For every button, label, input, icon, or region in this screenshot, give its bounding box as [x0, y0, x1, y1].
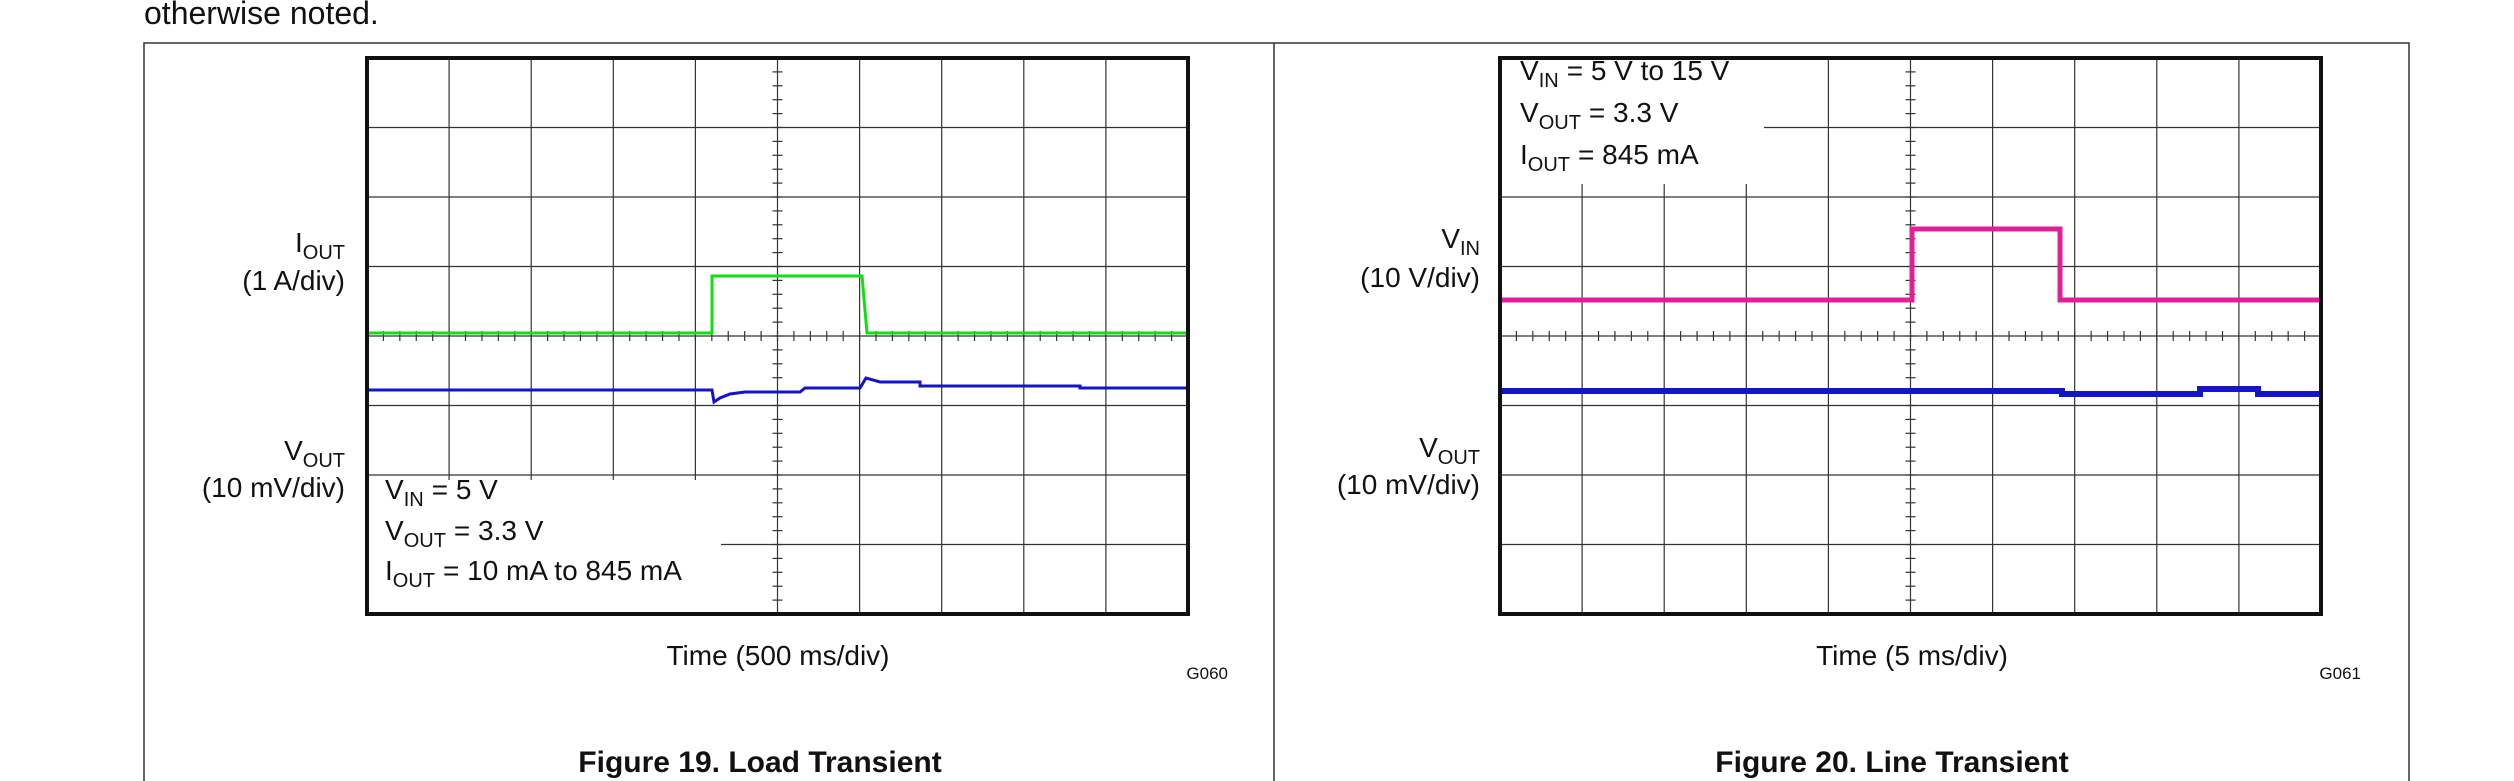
channel-label: VOUT — [1419, 432, 1480, 469]
subscript: IN — [1539, 70, 1559, 92]
grids — [367, 58, 2321, 614]
condition: VOUT = 3.3 V — [1520, 97, 1679, 134]
subscript: OUT — [1539, 112, 1581, 134]
figure-caption: Figure 19. Load Transient — [578, 746, 941, 779]
condition: VOUT = 3.3 V — [385, 515, 544, 552]
channel-label: VIN — [1441, 223, 1480, 260]
channel-label: IOUT — [295, 227, 345, 264]
channel-scale: (10 mV/div) — [202, 472, 345, 503]
subscript: OUT — [404, 530, 446, 552]
channel-label: VOUT — [284, 435, 345, 472]
x-axis-label: Time (5 ms/div) — [1816, 640, 2008, 671]
symbol: V — [385, 474, 404, 505]
condition: VIN = 5 V to 15 V — [1520, 55, 1730, 92]
outer-frame — [143, 42, 2410, 781]
symbol: V — [1520, 55, 1539, 86]
plot-frame — [1498, 56, 2323, 616]
symbol: V — [1419, 432, 1438, 463]
subscript: OUT — [1528, 154, 1570, 176]
graph-id: G060 — [1186, 664, 1228, 683]
iout-trace — [367, 274, 1188, 335]
plot-frame — [365, 56, 1190, 616]
channel-scale: (10 V/div) — [1360, 262, 1480, 293]
vout-trace — [367, 376, 1188, 405]
symbol: I — [1520, 139, 1528, 170]
symbol: I — [295, 227, 303, 258]
graph-id: G061 — [2319, 664, 2361, 683]
conditions-box — [1502, 60, 1764, 184]
figure-caption: Figure 20. Line Transient — [1715, 746, 2068, 779]
symbol: V — [1520, 97, 1539, 128]
subscript: OUT — [393, 570, 435, 592]
x-axis-label: Time (500 ms/div) — [666, 640, 889, 671]
symbol: V — [1441, 223, 1460, 254]
condition-value: = 3.3 V — [1589, 97, 1679, 128]
subscript: OUT — [303, 450, 345, 472]
condition: IOUT = 10 mA to 845 mA — [385, 555, 682, 592]
condition: VIN = 5 V — [385, 474, 498, 511]
vin-trace — [1500, 226, 2321, 303]
channel-scale: (10 mV/div) — [1337, 469, 1480, 500]
subscript: IN — [1460, 238, 1480, 260]
symbol: V — [284, 435, 303, 466]
vout-trace — [1500, 386, 2321, 397]
subscript: OUT — [303, 242, 345, 264]
subscript: OUT — [1438, 447, 1480, 469]
condition-value: = 5 V — [432, 474, 498, 505]
symbol: I — [385, 555, 393, 586]
condition-value: = 845 mA — [1578, 139, 1699, 170]
condition: IOUT = 845 mA — [1520, 139, 1699, 176]
condition-value: = 10 mA to 845 mA — [443, 555, 682, 586]
subscript: IN — [404, 489, 424, 511]
condition-value: = 3.3 V — [454, 515, 544, 546]
conditions-box — [369, 480, 721, 612]
symbol: V — [385, 515, 404, 546]
channel-scale: (1 A/div) — [242, 265, 345, 296]
condition-value: = 5 V to 15 V — [1567, 55, 1730, 86]
header-text: otherwise noted. — [144, 0, 379, 31]
